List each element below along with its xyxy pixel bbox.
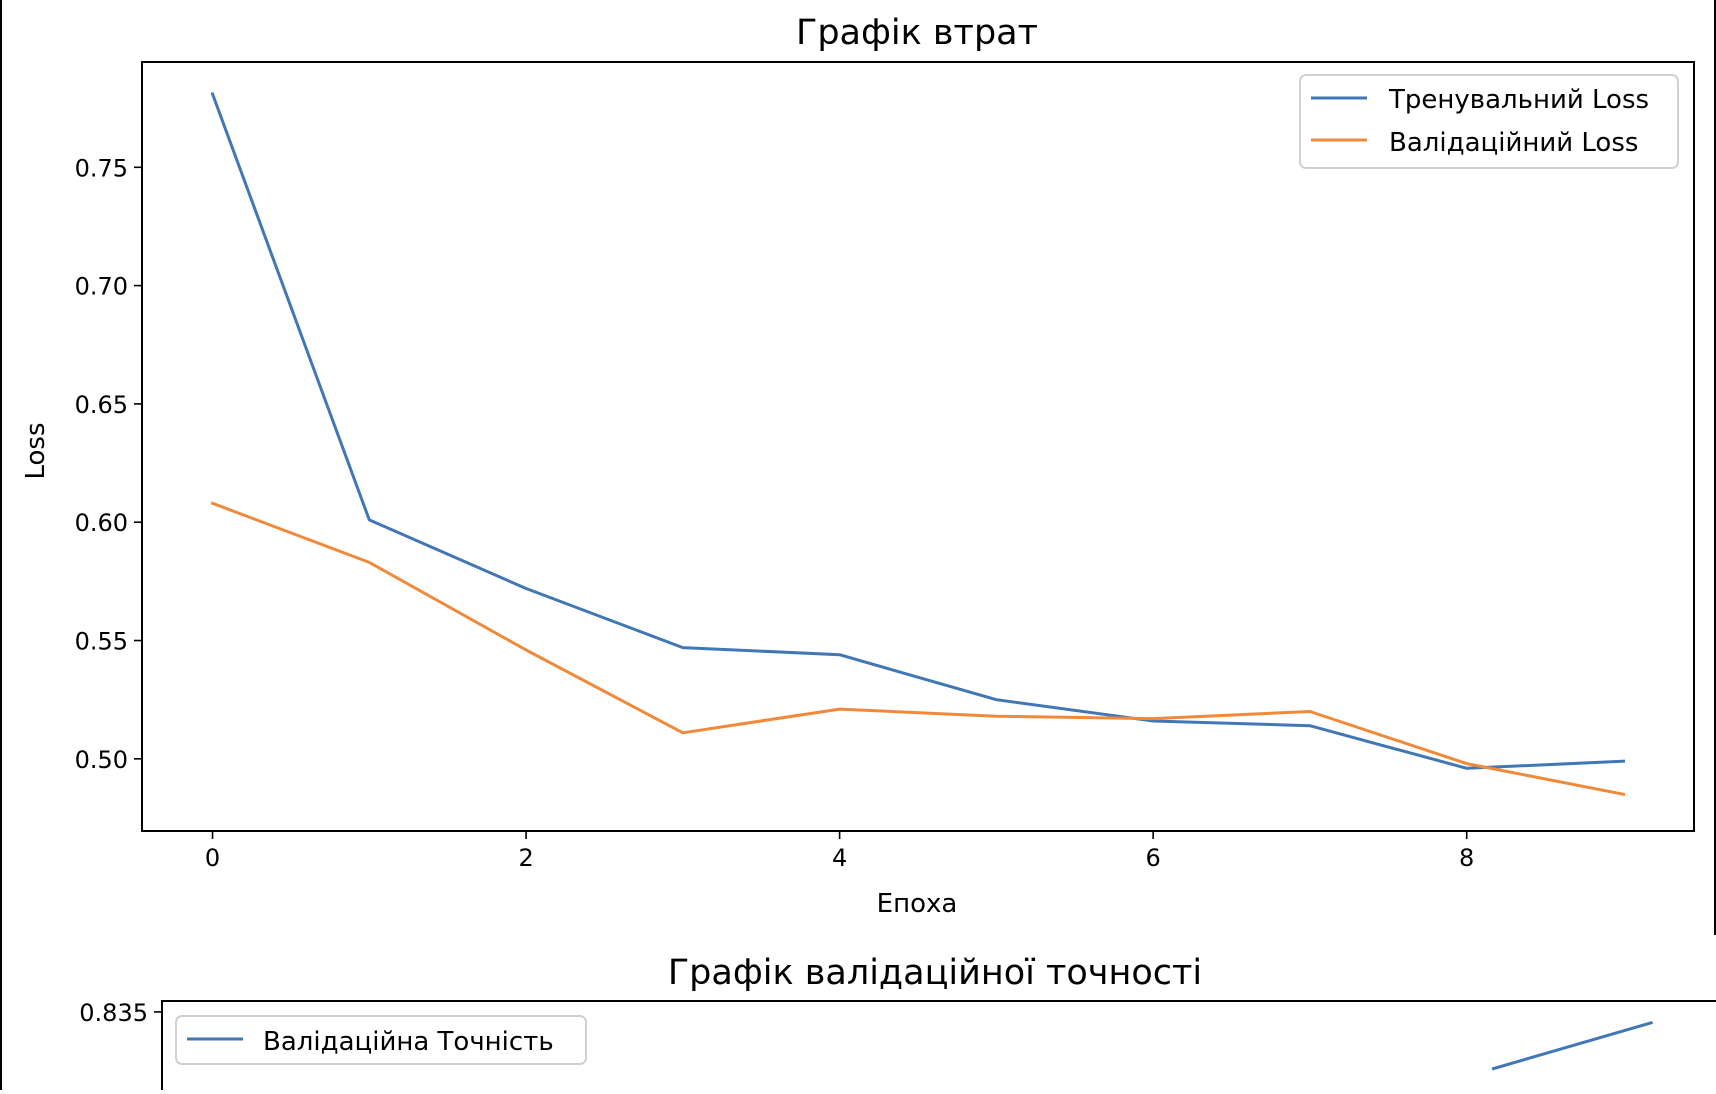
x-tick-label: 2 xyxy=(518,844,533,872)
legend-label-val-accuracy: Валідаційна Точність xyxy=(263,1027,554,1057)
y-tick-label: 0.70 xyxy=(75,273,128,301)
loss-plot-area xyxy=(141,61,1695,832)
loss-legend: Тренувальний Loss Валідаційний Loss xyxy=(1299,74,1679,169)
x-tick-label: 6 xyxy=(1146,844,1161,872)
loss-chart-title: Графік втрат xyxy=(796,13,1038,53)
y-tick-label: 0.75 xyxy=(75,154,128,182)
series-line-1-0 xyxy=(1491,1020,1653,1071)
x-tick-label: 0 xyxy=(205,844,220,872)
loss-x-ticks: 0 2 4 6 8 xyxy=(205,831,1474,872)
y-tick-label: 0.55 xyxy=(75,628,128,656)
series-line-0-0 xyxy=(210,91,1626,770)
x-tick-label: 4 xyxy=(832,844,847,872)
accuracy-chart-title: Графік валідаційної точності xyxy=(668,953,1202,993)
x-tick-label: 8 xyxy=(1459,844,1474,872)
right-frame-border xyxy=(1714,0,1716,935)
y-tick-label: 0.65 xyxy=(75,391,128,419)
series-line-0-1 xyxy=(210,501,1626,797)
accuracy-legend: Валідаційна Точність xyxy=(175,1015,587,1065)
accuracy-y-ticks: 0.835 xyxy=(79,999,162,1027)
legend-label-val-loss: Валідаційний Loss xyxy=(1389,128,1638,158)
loss-y-axis-label: Loss xyxy=(21,422,51,479)
loss-legend-frame xyxy=(1299,74,1679,169)
left-frame-border xyxy=(0,0,2,1090)
accuracy-series-lines xyxy=(1491,1020,1653,1071)
y-tick-label: 0.50 xyxy=(75,746,128,774)
accuracy-legend-frame xyxy=(175,1015,587,1065)
loss-x-axis-label: Епоха xyxy=(877,889,958,919)
loss-y-ticks: 0.50 0.55 0.60 0.65 0.70 0.75 xyxy=(75,154,142,774)
accuracy-chart: Графік валідаційної точності 0.835 Валід… xyxy=(79,953,1716,1094)
y-tick-label: 0.835 xyxy=(79,999,148,1027)
y-tick-label: 0.60 xyxy=(75,509,128,537)
loss-series-lines xyxy=(210,91,1626,797)
legend-label-train-loss: Тренувальний Loss xyxy=(1388,85,1649,115)
loss-chart: Графік втрат 0.50 0.55 0.60 0.65 0.70 0.75 0 2… xyxy=(21,13,1695,919)
